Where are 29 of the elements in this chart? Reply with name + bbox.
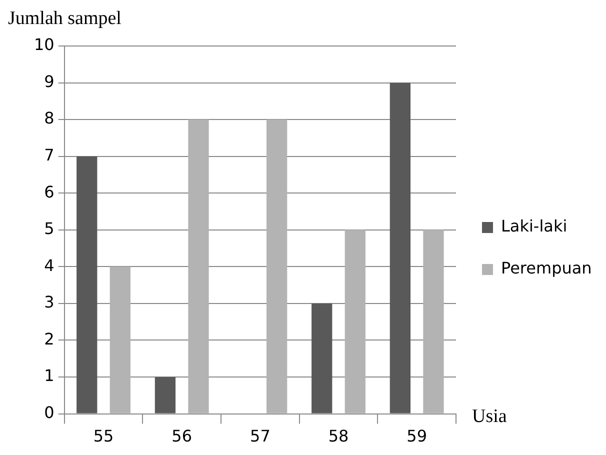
y-tick-label: 4: [44, 256, 54, 275]
x-tick-label: 57: [250, 426, 270, 446]
y-tick-label: 9: [44, 72, 54, 91]
y-tick-label: 10: [34, 35, 54, 54]
legend-label: Perempuan: [501, 258, 592, 278]
x-tick-label: 56: [172, 426, 192, 446]
bar: [188, 120, 209, 414]
bar: [110, 266, 130, 414]
y-tick-label: 5: [44, 219, 54, 238]
bar: [390, 82, 411, 414]
y-tick-label: 6: [44, 182, 54, 202]
x-tick-label: 58: [328, 426, 349, 446]
y-tick-label: 7: [44, 145, 54, 164]
y-tick-label: 3: [44, 292, 54, 312]
y-tick-label: 1: [44, 366, 54, 386]
bar: [154, 377, 176, 414]
x-axis-title: Usia: [472, 406, 507, 428]
x-tick-label: 59: [406, 426, 428, 446]
bar: [312, 303, 332, 414]
bar: [423, 230, 444, 414]
y-tick-label: 2: [44, 329, 54, 348]
y-tick-label: 0: [44, 402, 54, 422]
legend-label: Laki-laki: [501, 216, 568, 236]
bar: [266, 120, 288, 414]
y-axis-title: Jumlah sampel: [8, 8, 122, 30]
y-tick-label: 8: [44, 108, 54, 128]
x-tick-label: 55: [93, 426, 114, 446]
bar: [344, 230, 366, 414]
bar: [76, 156, 98, 414]
